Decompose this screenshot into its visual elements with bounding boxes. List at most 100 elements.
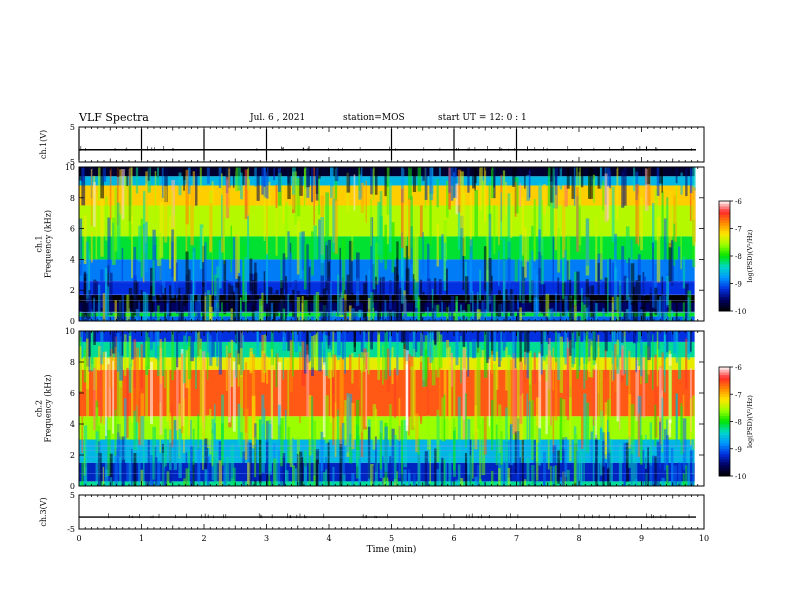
xtick-label-9: 9 — [639, 534, 644, 543]
spectrogram-streak — [685, 283, 689, 319]
spectrogram-streak — [251, 280, 255, 321]
spectrogram-streak — [263, 271, 266, 297]
spectrogram-streak — [607, 449, 611, 486]
spectrogram-streak — [121, 462, 125, 486]
spectrogram-streak — [417, 454, 420, 486]
spectrogram-streak — [292, 465, 296, 486]
spectrogram-streak — [275, 460, 278, 486]
spectrogram-streak — [455, 479, 459, 486]
spectrogram-streak — [164, 428, 167, 467]
panel-ch2-spectrogram: 0 2 4 6 8 10 ch.2 Frequency (kHz) — [35, 327, 705, 491]
spectrogram-streak — [204, 242, 207, 296]
spectrogram-streak — [185, 468, 190, 486]
spectrogram-streak — [344, 331, 346, 374]
spectrogram-streak — [412, 167, 417, 193]
spectrogram-streak — [550, 465, 552, 486]
colorbar-tick-label: -7 — [735, 391, 742, 399]
spectrogram-streak — [661, 294, 666, 321]
spectrogram-streak — [519, 331, 522, 362]
spectrogram-streak — [311, 167, 314, 203]
spectrogram-streak — [296, 221, 300, 275]
spectrogram-streak — [580, 446, 583, 486]
spectrogram-streak — [616, 339, 619, 360]
colorbar-step — [719, 388, 730, 393]
ylabel-ch1-spectrogram: Frequency (kHz) — [44, 210, 53, 278]
spectrogram-streak — [405, 350, 409, 426]
spectrogram-streak — [557, 333, 561, 380]
spectrogram-streak — [441, 301, 443, 321]
spectrogram-streak — [616, 167, 619, 221]
x-axis-label: Time (min) — [367, 544, 417, 555]
colorbar-step — [719, 212, 730, 216]
spectrogram-streak — [221, 423, 224, 466]
spectrogram-streak — [509, 359, 514, 427]
spectrogram-streak — [83, 215, 87, 265]
spectrogram-streak — [180, 353, 184, 434]
spectrogram-streak — [301, 231, 305, 270]
spectrogram-streak — [481, 349, 486, 370]
spectrogram-streak — [675, 476, 678, 486]
spectrogram-streak — [93, 367, 96, 431]
spectrogram-streak — [580, 167, 584, 188]
spectrogram-streak — [628, 394, 632, 449]
spectrogram-streak — [287, 331, 290, 351]
spectrogram-streak — [221, 186, 225, 253]
spectrogram-streak — [315, 459, 319, 486]
spectrogram-streak — [628, 296, 632, 321]
spectrogram-streak — [495, 424, 498, 466]
ytick-label-ch1-waveform: 5 — [70, 123, 75, 132]
spectrogram-streak — [230, 225, 232, 273]
spectrogram-streak — [462, 349, 466, 440]
spectrogram-streak — [341, 423, 345, 474]
spectrogram-streak — [334, 198, 338, 254]
spectrogram-streak — [353, 312, 357, 321]
spectrogram-streak — [142, 191, 147, 254]
spectrogram-streak — [339, 444, 344, 486]
spectrogram-streak — [303, 331, 308, 374]
spectrogram-streak — [585, 402, 590, 453]
spectrogram-streak — [97, 441, 101, 486]
spectrogram-streak — [216, 331, 218, 357]
spectrogram-streak — [467, 453, 470, 486]
spectrogram-streak — [105, 417, 108, 478]
spectrogram-streak — [519, 307, 522, 321]
spectrogram-streak — [552, 466, 555, 486]
spectrogram-streak — [476, 331, 480, 353]
spectrogram-streak — [495, 351, 499, 390]
spectrogram-streak — [689, 450, 694, 486]
spectrogram-streak — [647, 167, 651, 206]
spectrogram-streak — [123, 176, 128, 227]
spectrogram-streak — [114, 448, 119, 486]
spectrogram-streak — [580, 302, 584, 321]
spectrogram-streak — [455, 301, 457, 321]
spectrogram-streak — [102, 167, 106, 182]
spectrogram-streak — [436, 469, 440, 486]
ytick-label-ch1-waveform: -5 — [67, 158, 75, 167]
spectrogram-streak — [114, 331, 117, 347]
spectrogram-streak — [422, 350, 426, 388]
spectrogram-streak — [119, 366, 123, 437]
spectrogram-streak — [467, 419, 471, 475]
spectrogram-streak — [429, 167, 434, 201]
spectrogram-streak — [604, 349, 607, 378]
spectrogram-streak — [202, 245, 205, 287]
spectrogram-streak — [590, 285, 595, 318]
spectrogram-streak — [403, 295, 407, 321]
spectrogram-streak — [436, 331, 441, 378]
colorbar-step — [719, 394, 730, 398]
spectrogram-streak — [538, 353, 542, 429]
spectrogram-streak — [266, 307, 269, 321]
spectrogram-streak — [391, 347, 394, 385]
spectrogram-streak — [405, 268, 410, 300]
spectrogram-streak — [83, 425, 88, 484]
spectrogram-streak — [647, 346, 650, 375]
colorbar-step — [719, 286, 730, 290]
spectrogram-streak — [199, 167, 202, 187]
spectrogram-streak — [552, 167, 555, 209]
spectrogram-streak — [509, 288, 514, 317]
spectrogram-streak — [573, 434, 578, 484]
spectrogram-streak — [654, 189, 659, 241]
spectrogram-streak — [266, 356, 269, 384]
spectrogram-streak — [303, 167, 307, 189]
spectrogram-streak — [457, 205, 461, 250]
